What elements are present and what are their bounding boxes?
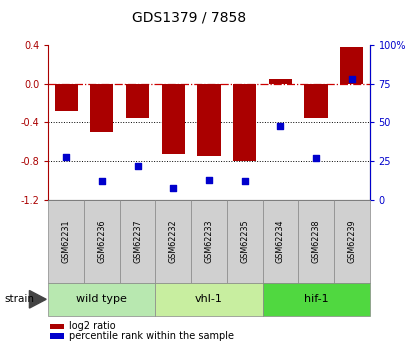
Bar	[298, 200, 334, 283]
Bar	[304, 84, 328, 118]
Text: percentile rank within the sample: percentile rank within the sample	[69, 331, 234, 341]
Text: GSM62233: GSM62233	[205, 220, 213, 263]
Bar	[120, 200, 155, 283]
Bar	[155, 283, 262, 316]
Point	[241, 179, 248, 184]
Text: GSM62237: GSM62237	[133, 220, 142, 263]
Text: log2 ratio: log2 ratio	[69, 322, 116, 331]
Text: GSM62238: GSM62238	[312, 220, 320, 263]
Point	[170, 185, 177, 190]
Text: strain: strain	[4, 294, 34, 304]
Bar	[155, 200, 191, 283]
Point	[206, 177, 212, 183]
Bar	[191, 200, 227, 283]
Bar	[50, 333, 64, 339]
Bar	[50, 324, 64, 329]
Bar	[48, 200, 84, 283]
Bar	[227, 200, 262, 283]
Text: GSM62235: GSM62235	[240, 220, 249, 263]
Text: GSM62234: GSM62234	[276, 220, 285, 263]
Bar	[84, 200, 120, 283]
Polygon shape	[29, 290, 46, 308]
Text: GDS1379 / 7858: GDS1379 / 7858	[132, 10, 246, 24]
Point	[349, 76, 355, 82]
Bar	[340, 47, 363, 84]
Bar	[269, 79, 292, 84]
Text: GSM62232: GSM62232	[169, 220, 178, 263]
Text: vhl-1: vhl-1	[195, 294, 223, 304]
Text: wild type: wild type	[76, 294, 127, 304]
Bar	[48, 283, 155, 316]
Point	[312, 155, 319, 161]
Text: GSM62239: GSM62239	[347, 220, 356, 263]
Bar	[55, 84, 78, 111]
Point	[98, 179, 105, 184]
Bar	[126, 84, 149, 118]
Bar	[233, 84, 256, 161]
Bar	[262, 200, 298, 283]
Bar	[334, 200, 370, 283]
Point	[277, 123, 284, 128]
Bar	[262, 283, 370, 316]
Point	[63, 154, 70, 159]
Text: GSM62231: GSM62231	[62, 220, 71, 263]
Point	[134, 163, 141, 169]
Bar	[197, 84, 220, 156]
Text: hif-1: hif-1	[304, 294, 328, 304]
Bar	[162, 84, 185, 154]
Text: GSM62236: GSM62236	[97, 220, 106, 263]
Bar	[90, 84, 113, 132]
